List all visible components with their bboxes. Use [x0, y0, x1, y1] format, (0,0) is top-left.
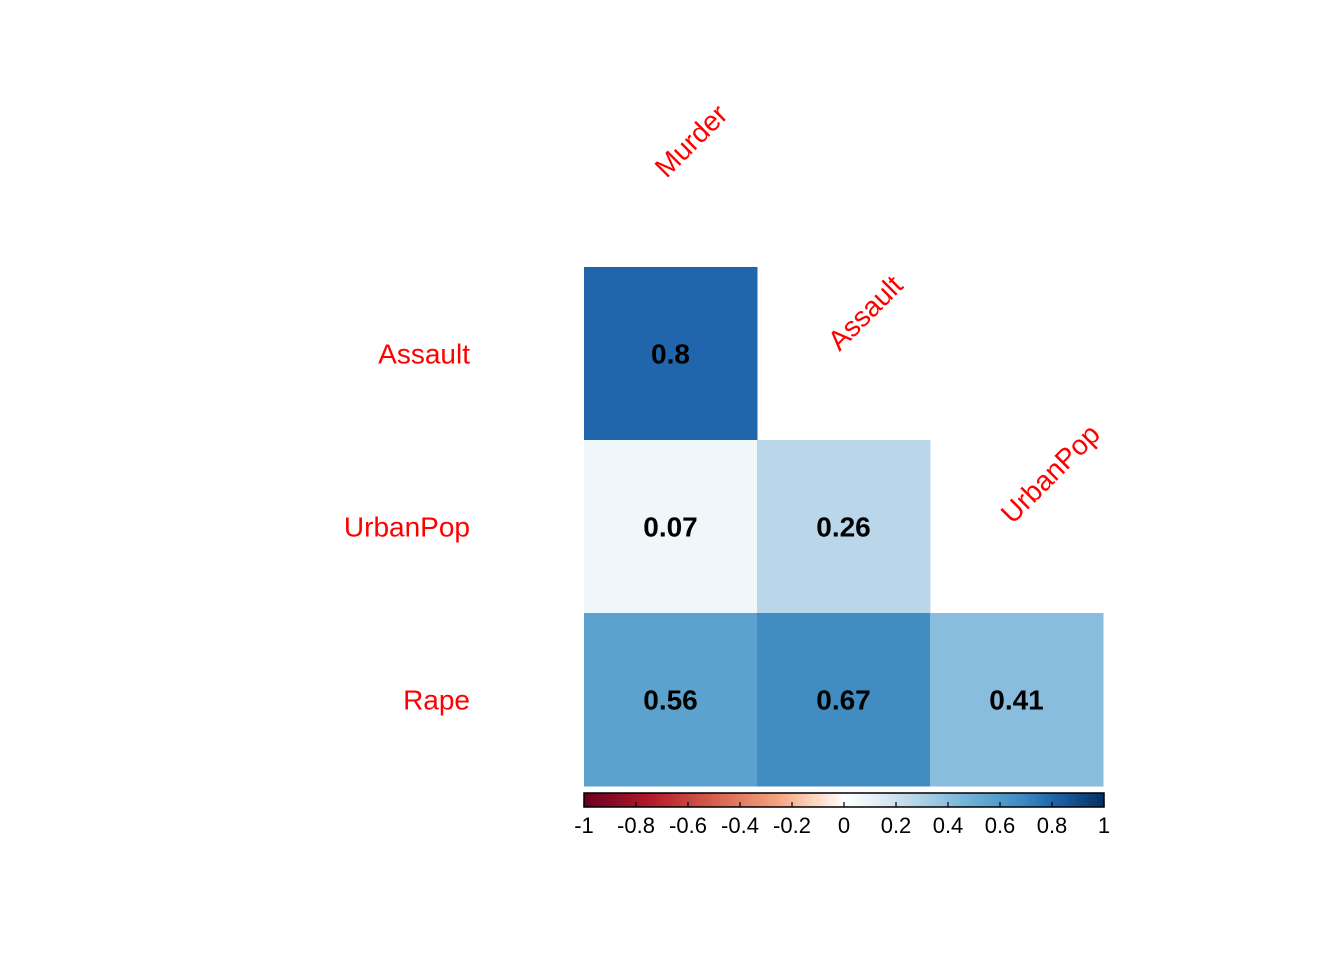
colorbar-tick-label: 1: [1098, 813, 1110, 838]
cell-value-label: 0.26: [816, 512, 871, 543]
column-label-assault: Assault: [822, 269, 909, 356]
row-labels: Assault UrbanPop Rape: [344, 339, 470, 716]
colorbar-tick-label: -0.6: [669, 813, 707, 838]
heatmap-cell-assault-murder: [584, 267, 758, 441]
row-label-assault: Assault: [378, 339, 470, 370]
cell-value-label: 0.41: [989, 685, 1044, 716]
colorbar-tick-label: -0.2: [773, 813, 811, 838]
colorbar-tick-label: 0.8: [1037, 813, 1068, 838]
row-label-urbanpop: UrbanPop: [344, 512, 470, 543]
heatmap-cell-urbanpop-assault: [757, 440, 931, 614]
cell-value-label: 0.56: [643, 685, 698, 716]
colorbar-tick-label: 0.6: [985, 813, 1016, 838]
colorbar-tick-label: -0.4: [721, 813, 759, 838]
column-label-murder: Murder: [649, 99, 734, 184]
colorbar-tick-label: 0.4: [933, 813, 964, 838]
colorbar-tick-label: 0.2: [881, 813, 912, 838]
colorbar-tick-label: -0.8: [617, 813, 655, 838]
cell-value-label: 0.07: [643, 512, 698, 543]
heatmap-cell-rape-urbanpop: [930, 613, 1104, 787]
colorbar: -1 -0.8 -0.6 -0.4 -0.2 0 0.2 0.4 0.6 0.8 1: [574, 792, 1110, 838]
colorbar-tick-label: -1: [574, 813, 594, 838]
cell-value-label: 0.8: [651, 339, 690, 370]
heatmap-cell-rape-murder: [584, 613, 758, 787]
heatmap-cell-rape-assault: [757, 613, 931, 787]
heatmap-cells: [584, 267, 1104, 787]
heatmap-cell-urbanpop-murder: [584, 440, 758, 614]
cell-value-labels: 0.8 0.07 0.26 0.56 0.67 0.41: [643, 339, 1044, 716]
colorbar-tick-label: 0: [838, 813, 850, 838]
column-label-urbanpop: UrbanPop: [995, 418, 1106, 529]
cell-value-label: 0.67: [816, 685, 871, 716]
row-label-rape: Rape: [403, 685, 470, 716]
